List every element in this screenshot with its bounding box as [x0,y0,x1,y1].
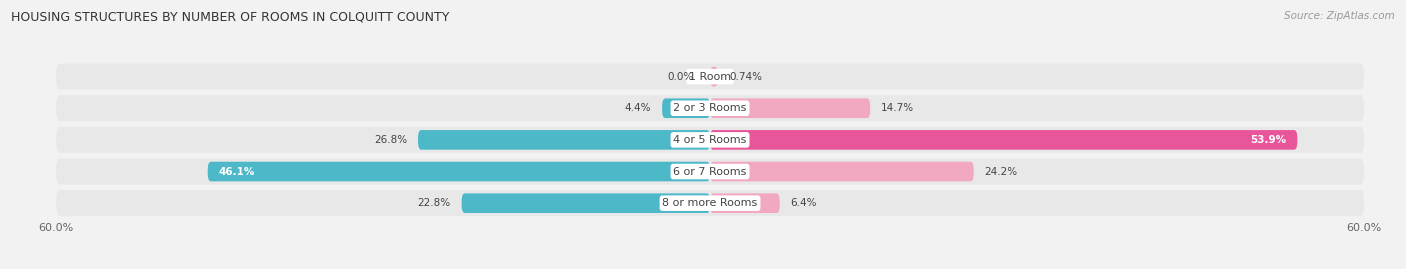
Text: 6.4%: 6.4% [790,198,817,208]
FancyBboxPatch shape [710,67,718,86]
Text: 22.8%: 22.8% [418,198,451,208]
Text: 8 or more Rooms: 8 or more Rooms [662,198,758,208]
FancyBboxPatch shape [710,162,974,181]
Text: 6 or 7 Rooms: 6 or 7 Rooms [673,167,747,176]
Text: 4 or 5 Rooms: 4 or 5 Rooms [673,135,747,145]
FancyBboxPatch shape [56,127,1364,153]
FancyBboxPatch shape [710,130,1298,150]
Text: 46.1%: 46.1% [218,167,254,176]
Text: 4.4%: 4.4% [624,103,651,113]
Text: 14.7%: 14.7% [882,103,914,113]
FancyBboxPatch shape [418,130,710,150]
Text: 0.0%: 0.0% [668,72,693,82]
Text: 53.9%: 53.9% [1250,135,1286,145]
FancyBboxPatch shape [662,98,710,118]
Text: Source: ZipAtlas.com: Source: ZipAtlas.com [1284,11,1395,21]
FancyBboxPatch shape [56,158,1364,185]
FancyBboxPatch shape [710,193,780,213]
FancyBboxPatch shape [56,95,1364,121]
FancyBboxPatch shape [208,162,710,181]
Text: 1 Room: 1 Room [689,72,731,82]
Text: 26.8%: 26.8% [374,135,408,145]
FancyBboxPatch shape [56,63,1364,90]
Text: 0.74%: 0.74% [728,72,762,82]
FancyBboxPatch shape [710,98,870,118]
FancyBboxPatch shape [56,190,1364,216]
Text: 2 or 3 Rooms: 2 or 3 Rooms [673,103,747,113]
FancyBboxPatch shape [461,193,710,213]
Text: HOUSING STRUCTURES BY NUMBER OF ROOMS IN COLQUITT COUNTY: HOUSING STRUCTURES BY NUMBER OF ROOMS IN… [11,11,450,24]
Text: 24.2%: 24.2% [984,167,1018,176]
